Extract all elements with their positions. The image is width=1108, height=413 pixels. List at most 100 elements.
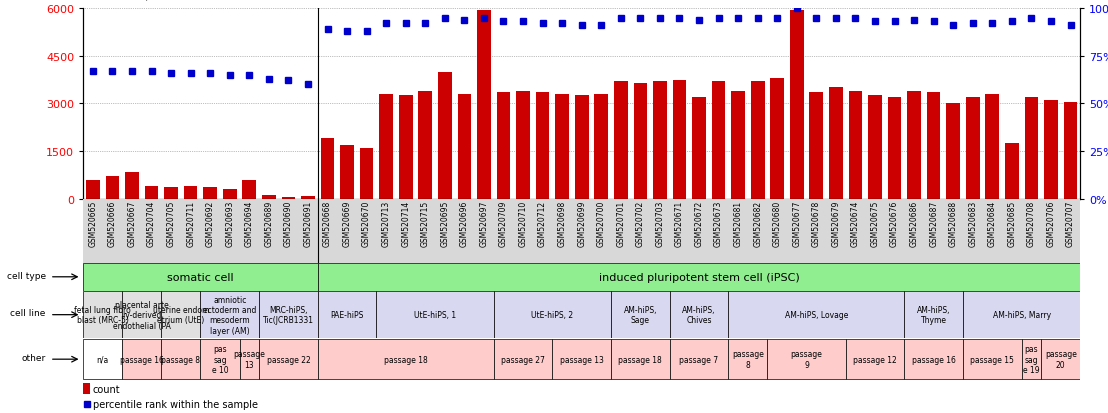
Bar bbox=[985, 95, 999, 199]
Text: GSM520710: GSM520710 bbox=[519, 200, 527, 247]
Bar bbox=[261, 196, 276, 199]
Text: GSM520675: GSM520675 bbox=[871, 200, 880, 247]
Text: count: count bbox=[93, 384, 121, 394]
Bar bbox=[83, 263, 318, 291]
Bar bbox=[1025, 98, 1038, 199]
Text: GSM520666: GSM520666 bbox=[107, 200, 117, 247]
Text: induced pluripotent stem cell (iPSC): induced pluripotent stem cell (iPSC) bbox=[598, 272, 799, 282]
Text: passage
13: passage 13 bbox=[234, 350, 265, 369]
Bar bbox=[516, 91, 530, 199]
Text: GSM520685: GSM520685 bbox=[1007, 200, 1016, 247]
Text: GSM520684: GSM520684 bbox=[988, 200, 997, 247]
Bar bbox=[869, 96, 882, 199]
Bar bbox=[555, 95, 570, 199]
Text: GSM520712: GSM520712 bbox=[538, 200, 547, 247]
Bar bbox=[1044, 101, 1058, 199]
Bar bbox=[301, 197, 315, 199]
Bar bbox=[201, 339, 239, 380]
Bar bbox=[575, 96, 588, 199]
Text: GSM520705: GSM520705 bbox=[166, 200, 175, 247]
Text: GSM520687: GSM520687 bbox=[930, 200, 938, 247]
Bar bbox=[926, 93, 941, 199]
Bar bbox=[692, 98, 706, 199]
Text: passage 15: passage 15 bbox=[971, 355, 1014, 364]
Text: passage 13: passage 13 bbox=[560, 355, 604, 364]
Bar bbox=[728, 339, 768, 380]
Bar bbox=[611, 292, 669, 338]
Text: passage 22: passage 22 bbox=[267, 355, 310, 364]
Text: GSM520676: GSM520676 bbox=[890, 200, 899, 247]
Bar bbox=[259, 292, 318, 338]
Text: fetal lung fibro
blast (MRC-5): fetal lung fibro blast (MRC-5) bbox=[74, 305, 131, 325]
Text: GSM520692: GSM520692 bbox=[206, 200, 215, 247]
Text: GSM520690: GSM520690 bbox=[284, 200, 293, 247]
Text: uterine endom
etrium (UtE): uterine endom etrium (UtE) bbox=[153, 305, 209, 325]
Text: GSM520701: GSM520701 bbox=[616, 200, 625, 247]
Bar bbox=[494, 339, 553, 380]
Text: GSM520708: GSM520708 bbox=[1027, 200, 1036, 247]
Bar bbox=[318, 263, 1080, 291]
Bar bbox=[849, 91, 862, 199]
Text: AM-hiPS,
Sage: AM-hiPS, Sage bbox=[624, 305, 657, 325]
Text: GSM520688: GSM520688 bbox=[948, 200, 957, 247]
Text: GSM520680: GSM520680 bbox=[772, 200, 782, 247]
Bar bbox=[888, 98, 902, 199]
Text: passage
8: passage 8 bbox=[732, 350, 763, 369]
Text: GSM520665: GSM520665 bbox=[89, 200, 98, 247]
Text: passage 27: passage 27 bbox=[501, 355, 545, 364]
Bar bbox=[204, 188, 217, 199]
Bar bbox=[201, 292, 259, 338]
Bar bbox=[318, 292, 377, 338]
Text: UtE-hiPS, 2: UtE-hiPS, 2 bbox=[532, 311, 574, 319]
Bar bbox=[86, 180, 100, 199]
Bar bbox=[966, 98, 979, 199]
Text: passage 16: passage 16 bbox=[912, 355, 955, 364]
Bar bbox=[611, 339, 669, 380]
Bar bbox=[164, 188, 178, 199]
Bar bbox=[379, 95, 393, 199]
Text: GSM520696: GSM520696 bbox=[460, 200, 469, 247]
Text: GSM520703: GSM520703 bbox=[656, 200, 665, 247]
Bar bbox=[669, 292, 728, 338]
Bar bbox=[243, 180, 256, 199]
Bar bbox=[478, 11, 491, 199]
Text: passage
20: passage 20 bbox=[1045, 350, 1077, 369]
Text: GSM520704: GSM520704 bbox=[147, 200, 156, 247]
Bar bbox=[122, 292, 162, 338]
Text: GSM520694: GSM520694 bbox=[245, 200, 254, 247]
Bar bbox=[438, 72, 452, 199]
Bar bbox=[829, 88, 843, 199]
Bar bbox=[125, 172, 138, 199]
Bar bbox=[669, 339, 728, 380]
Text: AM-hiPS,
Thyme: AM-hiPS, Thyme bbox=[917, 305, 951, 325]
Bar bbox=[751, 82, 765, 199]
Text: GSM520715: GSM520715 bbox=[421, 200, 430, 247]
Text: passage 12: passage 12 bbox=[853, 355, 896, 364]
Text: GSM520689: GSM520689 bbox=[265, 200, 274, 247]
Text: cell line: cell line bbox=[10, 308, 45, 317]
Text: cell type: cell type bbox=[7, 271, 45, 280]
Text: GSM520713: GSM520713 bbox=[381, 200, 391, 247]
Text: GSM520695: GSM520695 bbox=[440, 200, 450, 247]
Text: GSM520672: GSM520672 bbox=[695, 200, 704, 247]
Text: percentile rank within the sample: percentile rank within the sample bbox=[93, 399, 258, 409]
Text: GDS3842 / 23000: GDS3842 / 23000 bbox=[83, 0, 194, 2]
Text: GSM520691: GSM520691 bbox=[304, 200, 312, 247]
Bar bbox=[259, 339, 318, 380]
Bar bbox=[145, 186, 158, 199]
Text: pas
sag
e 19: pas sag e 19 bbox=[1023, 344, 1039, 374]
Text: GSM520674: GSM520674 bbox=[851, 200, 860, 247]
Bar bbox=[1064, 102, 1077, 199]
Text: GSM520706: GSM520706 bbox=[1046, 200, 1056, 247]
Bar bbox=[653, 82, 667, 199]
Bar bbox=[904, 292, 963, 338]
Text: GSM520682: GSM520682 bbox=[753, 200, 762, 247]
Text: GSM520686: GSM520686 bbox=[910, 200, 919, 247]
Bar bbox=[239, 339, 259, 380]
Text: GSM520668: GSM520668 bbox=[324, 200, 332, 247]
Bar bbox=[946, 104, 960, 199]
Text: GSM520699: GSM520699 bbox=[577, 200, 586, 247]
Text: passage
9: passage 9 bbox=[791, 350, 822, 369]
Bar bbox=[399, 96, 412, 199]
Bar bbox=[904, 339, 963, 380]
